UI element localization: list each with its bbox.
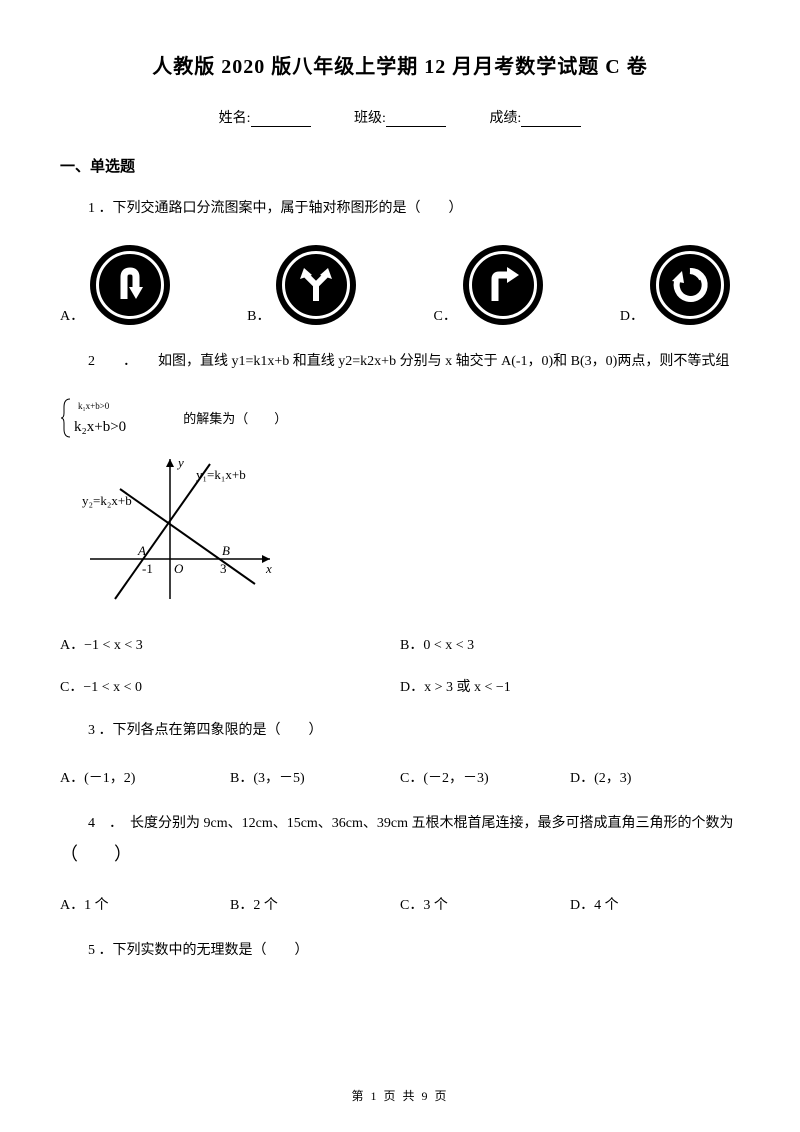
q2-a-label: A． xyxy=(60,638,84,653)
svg-text:y₂=k₂x+b: y₂=k₂x+b xyxy=(82,493,132,508)
q2-a-text: −1 < x < 3 xyxy=(84,638,143,653)
q2-c-label: C． xyxy=(60,680,83,695)
exam-title: 人教版 2020 版八年级上学期 12 月月考数学试题 C 卷 xyxy=(60,50,740,79)
split-sign-icon xyxy=(276,245,356,325)
svg-text:A: A xyxy=(137,543,146,558)
q4-opt-a: A．1 个 xyxy=(60,894,230,914)
q4-opts: A．1 个 B．2 个 C．3 个 D．4 个 xyxy=(60,894,740,914)
q3-opt-c: C．(－2，－3) xyxy=(400,767,570,787)
q1-opt-d-label: D． xyxy=(620,305,644,325)
name-label: 姓名: xyxy=(219,111,251,126)
q4-opt-c: C．3 个 xyxy=(400,894,570,914)
q2-tail: 的解集为（ ） xyxy=(183,411,287,426)
svg-text:y₁=k₁x+b: y₁=k₁x+b xyxy=(196,467,246,482)
q4-opt-d: D．4 个 xyxy=(570,894,740,914)
q1-opt-a-label: A． xyxy=(60,305,84,325)
svg-text:O: O xyxy=(174,561,184,576)
q2-b-text: 0 < x < 3 xyxy=(423,638,474,653)
score-label: 成绩: xyxy=(489,111,521,126)
question-1: 1 ．下列交通路口分流图案中，属于轴对称图形的是（ ） xyxy=(60,196,740,223)
student-info-row: 姓名: 班级: 成绩: xyxy=(60,107,740,127)
name-blank[interactable] xyxy=(251,113,311,127)
class-blank[interactable] xyxy=(386,113,446,127)
svg-text:B: B xyxy=(222,543,230,558)
q2-graph: y x y₁=k₁x+b y₂=k₂x+b A B -1 O 3 xyxy=(80,449,740,614)
q1-opt-c-label: C． xyxy=(434,305,457,325)
svg-text:3: 3 xyxy=(220,561,227,576)
q1-options-row: A． B． C． D． xyxy=(60,245,740,325)
q2-opts-row2: C．−1 < x < 0 D．x > 3 或 x < −1 xyxy=(60,676,740,696)
question-4-lead: 4 ． 长度分别为 9cm、12cm、15cm、36cm、39cm 五根木棍首尾… xyxy=(60,811,740,872)
q2-b-label: B． xyxy=(400,638,423,653)
q2-opts-row1: A．−1 < x < 3 B．0 < x < 3 xyxy=(60,634,740,654)
question-5: 5 ．下列实数中的无理数是（ ） xyxy=(60,938,740,965)
svg-text:-1: -1 xyxy=(142,561,153,576)
question-2-lead: 2 ． 如图，直线 y1=k1x+b 和直线 y2=k2x+b 分别与 x 轴交… xyxy=(60,349,740,376)
q4-opt-b: B．2 个 xyxy=(230,894,400,914)
q2-c-text: −1 < x < 0 xyxy=(83,680,142,695)
q3-opts: A．(－1，2) B．(3，－5) C．(－2，－3) D．(2，3) xyxy=(60,767,740,787)
svg-text:k₁x+b>0: k₁x+b>0 xyxy=(78,401,110,411)
uturn-sign-icon xyxy=(90,245,170,325)
page-footer: 第 1 页 共 9 页 xyxy=(0,1087,800,1104)
q1-opt-b-label: B． xyxy=(247,305,270,325)
q3-opt-a: A．(－1，2) xyxy=(60,767,230,787)
q3-opt-d: D．(2，3) xyxy=(570,767,740,787)
q3-opt-b: B．(3，－5) xyxy=(230,767,400,787)
right-turn-sign-icon xyxy=(463,245,543,325)
inequality-system: k₁x+b>0 k₂x+b>0 的解集为（ ） xyxy=(60,397,740,443)
roundabout-sign-icon xyxy=(650,245,730,325)
svg-text:k₂x+b>0: k₂x+b>0 xyxy=(74,419,126,435)
question-3: 3 ．下列各点在第四象限的是（ ） xyxy=(60,718,740,745)
svg-text:x: x xyxy=(265,561,272,576)
q2-d-text: x > 3 或 x < −1 xyxy=(424,680,511,695)
svg-text:y: y xyxy=(176,455,184,470)
section-1-title: 一、单选题 xyxy=(60,155,740,176)
score-blank[interactable] xyxy=(521,113,581,127)
q2-d-label: D． xyxy=(400,680,424,695)
class-label: 班级: xyxy=(354,111,386,126)
